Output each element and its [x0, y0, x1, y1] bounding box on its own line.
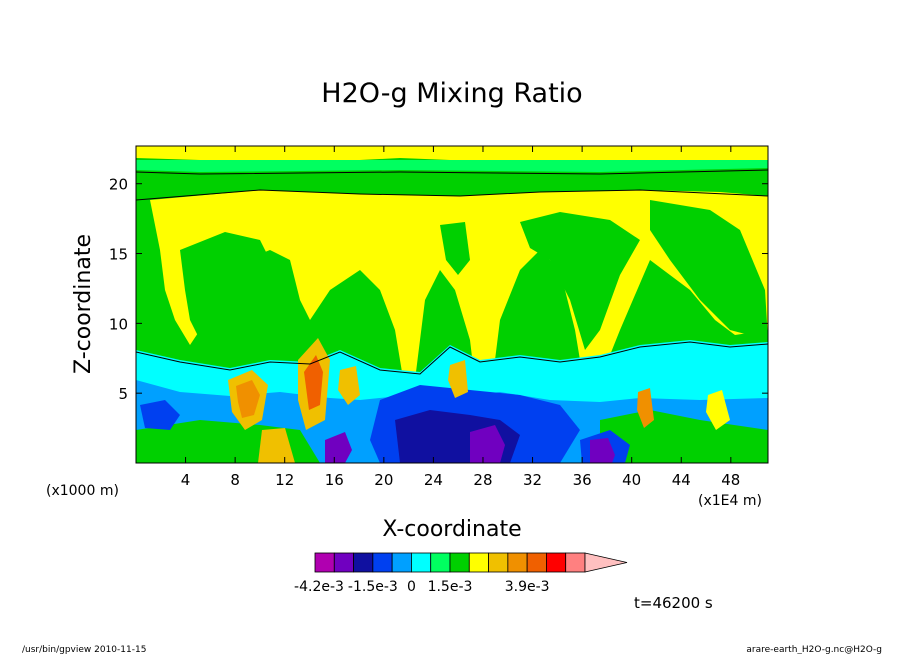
- colorbar-labels: -4.2e-3 -1.5e-3 0 1.5e-3 3.9e-3: [294, 579, 550, 595]
- x-unit-left: (x1000 m): [46, 483, 119, 499]
- colorbar-swatch: [546, 552, 567, 573]
- x-tick-label: 24: [424, 471, 443, 489]
- colorbar-swatch: [488, 552, 509, 573]
- footer-left: /usr/bin/gpview 2010-11-15: [22, 645, 146, 654]
- field-yellow-core-7: [258, 428, 295, 463]
- y-tick-label: 15: [109, 246, 128, 264]
- y-axis-label: Z-coordinate: [71, 234, 96, 374]
- colorbar-swatch: [526, 552, 547, 573]
- contour-line-2: [136, 189, 768, 201]
- x-tick-label: 40: [622, 471, 641, 489]
- field-orange-core-5: [637, 388, 654, 428]
- colorbar-swatch: [353, 552, 374, 573]
- x-tick-label: 4: [181, 471, 191, 489]
- field-orange-core-1b: [236, 380, 260, 418]
- field-green-plume-3: [650, 200, 768, 340]
- field-upper-band-light: [136, 160, 768, 172]
- colorbar-swatch: [391, 552, 412, 573]
- x-tick-label: 16: [325, 471, 344, 489]
- x-tick-label: 32: [523, 471, 542, 489]
- field-yellow-core-6: [706, 390, 730, 430]
- field-green-plume-4: [440, 222, 470, 275]
- colorbar-label: -1.5e-3: [348, 579, 398, 595]
- contour-line-3: [136, 169, 768, 175]
- field-purple-core-3: [325, 432, 352, 463]
- field-purple-core-2: [590, 438, 615, 463]
- field-yellow-core-3: [338, 366, 360, 405]
- field-green-bottom-2: [600, 410, 768, 463]
- colorbar-swatch: [468, 552, 489, 573]
- y-tick-label: 20: [109, 176, 128, 194]
- time-label: t=46200 s: [634, 594, 713, 612]
- x-tick-label: 8: [230, 471, 240, 489]
- colorbar-swatch: [333, 552, 354, 573]
- colorbar-swatch: [314, 552, 335, 573]
- field-blue-region-2: [140, 400, 180, 430]
- colorbar-arrow: [584, 552, 628, 573]
- chart-title: H2O-g Mixing Ratio: [321, 78, 582, 109]
- plot-frame: [135, 145, 769, 464]
- colorbar-label: -4.2e-3: [294, 579, 344, 595]
- contour-field: [136, 146, 768, 463]
- y-tick-label: 5: [118, 385, 128, 403]
- colorbar-swatch: [565, 552, 586, 573]
- field-green-plume-1: [180, 232, 275, 340]
- field-yellow-core-4: [448, 360, 468, 398]
- footer-right: arare-earth_H2O-g.nc@H2O-g: [746, 645, 882, 654]
- field-red-core-2b: [304, 355, 323, 410]
- x-axis-label: X-coordinate: [382, 517, 521, 542]
- x-tick-label: 28: [473, 471, 492, 489]
- x-tick-label: 36: [573, 471, 592, 489]
- colorbar-swatch: [411, 552, 432, 573]
- colorbar-swatch: [507, 552, 528, 573]
- colorbar-label: 0: [407, 579, 416, 595]
- field-green-plume-2: [520, 212, 640, 350]
- field-top-band: [136, 146, 768, 164]
- colorbar-label: 1.5e-3: [428, 579, 473, 595]
- colorbar: [314, 552, 628, 573]
- x-tick-label: 48: [721, 471, 740, 489]
- field-purple-core-1: [470, 425, 505, 463]
- colorbar-label: 3.9e-3: [505, 579, 550, 595]
- colorbar-swatch: [449, 552, 470, 573]
- x-tick-label: 44: [672, 471, 691, 489]
- colorbar-swatch: [430, 552, 451, 573]
- colorbar-swatch: [372, 552, 393, 573]
- x-tick-label: 12: [275, 471, 294, 489]
- y-tick-label: 10: [109, 315, 128, 333]
- x-tick-label: 20: [374, 471, 393, 489]
- contour-line-1: [136, 341, 768, 375]
- y-axis-ticks: 5 10 15 20: [109, 176, 768, 403]
- x-unit-right: (x1E4 m): [698, 493, 762, 509]
- x-axis-ticks: 4 8 12 16 20 24 28 32 36 40 44 48: [181, 146, 740, 489]
